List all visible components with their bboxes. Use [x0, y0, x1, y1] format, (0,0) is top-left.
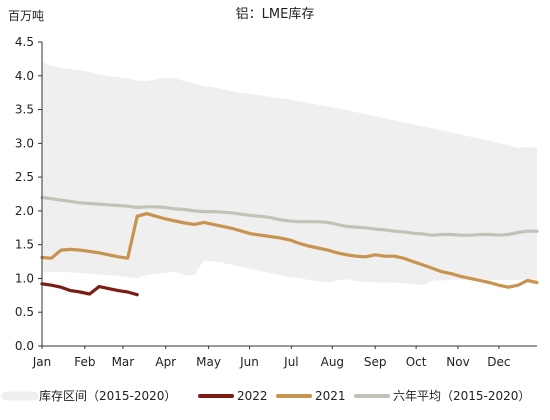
- series-line-1: [40, 212, 539, 289]
- x-tick-label: Oct: [406, 355, 427, 369]
- legend-label: 六年平均（2015-2020）: [393, 389, 530, 403]
- x-tick-label: May: [196, 355, 221, 369]
- x-tick-label: Feb: [74, 355, 95, 369]
- y-tick-label: 4.0: [15, 69, 34, 83]
- y-axis-label: 百万吨: [8, 9, 44, 23]
- chart-title: 铝：LME库存: [236, 6, 315, 22]
- y-tick-label: 1.0: [15, 271, 34, 285]
- x-tick-label: Dec: [487, 355, 510, 369]
- axis-layer: 0.0 0.5 1.0 1.5 2.0 2.5 3.0 3.5 4.0 4.5 Jan Feb Mar A…: [15, 35, 537, 369]
- range-band-layer: [42, 62, 537, 286]
- y-tick-label: 2.0: [15, 204, 34, 218]
- legend: 库存区间（2015-2020） 2022 2021 六年平均（2015-2020）: [1, 388, 530, 403]
- legend-label: 库存区间（2015-2020）: [39, 388, 176, 403]
- range-band-area: [42, 62, 537, 286]
- y-tick-label: 3.5: [15, 103, 34, 117]
- x-tick-label: Aug: [321, 355, 344, 369]
- y-tick-label: 2.5: [15, 170, 34, 184]
- x-tick-label: Jun: [239, 355, 259, 369]
- x-tick-label: Jan: [32, 355, 52, 369]
- series-line-2: [40, 195, 539, 237]
- y-tick-label: 4.5: [15, 35, 34, 49]
- x-tick-label: Sep: [364, 355, 387, 369]
- y-tick-label: 3.0: [15, 136, 34, 150]
- y-tick-label: 0.0: [15, 339, 34, 353]
- legend-label: 2021: [315, 389, 346, 403]
- y-tick-label: 0.5: [15, 305, 34, 319]
- y-tick-label: 1.5: [15, 238, 34, 252]
- x-tick-label: Jul: [283, 355, 298, 369]
- x-tick-label: Apr: [155, 355, 176, 369]
- x-tick-label: Mar: [112, 355, 135, 369]
- series-line-0: [40, 282, 139, 297]
- series-layer: [40, 195, 539, 297]
- x-tick-label: Nov: [446, 355, 469, 369]
- legend-label: 2022: [237, 389, 268, 403]
